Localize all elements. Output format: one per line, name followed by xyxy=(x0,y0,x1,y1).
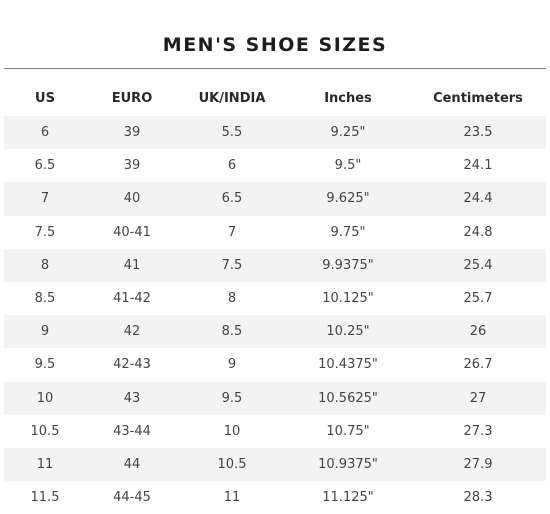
us-size-cell: 10.5 xyxy=(4,414,86,448)
inches-length-cell: 9.625" xyxy=(286,182,410,216)
table-row: 7 40 6.5 9.625" 24.4 xyxy=(4,182,546,216)
uk-india-size-cell: 10 xyxy=(178,414,286,448)
us-size-cell: 6.5 xyxy=(4,149,86,183)
euro-size-cell: 41-42 xyxy=(86,281,178,316)
table-row: 6.5 39 6 9.5" 24.1 xyxy=(4,149,546,183)
header-inches: Inches xyxy=(324,91,372,106)
inches-length-cell: 9.9375" xyxy=(286,248,410,282)
uk-india-size-cell: 8 xyxy=(178,281,286,316)
euro-size-cell: 42 xyxy=(86,315,178,349)
us-size-cell: 9.5 xyxy=(4,348,86,382)
table-row: 7.5 40-41 7 9.75" 24.8 xyxy=(4,215,546,249)
inches-length-cell: 10.5625" xyxy=(286,381,410,415)
uk-india-size-cell: 5.5 xyxy=(178,116,286,150)
centimeters-length-cell: 23.5 xyxy=(410,116,546,150)
centimeters-length-cell: 25.4 xyxy=(410,248,546,282)
inches-length-cell: 10.4375" xyxy=(286,348,410,382)
us-size-cell: 7.5 xyxy=(4,215,86,249)
inches-length-cell: 9.75" xyxy=(286,215,410,249)
uk-india-size-cell: 10.5 xyxy=(178,447,286,482)
centimeters-length-cell: 26.7 xyxy=(410,348,546,382)
header-centimeters: Centimeters xyxy=(433,91,523,106)
centimeters-length-cell: 24.8 xyxy=(410,215,546,249)
centimeters-length-cell: 27 xyxy=(410,381,546,415)
size-table: US EURO UK/INDIA Inches Centimeters 6 39 5… xyxy=(4,81,546,514)
centimeters-length-cell: 24.4 xyxy=(410,182,546,216)
euro-size-cell: 40-41 xyxy=(86,215,178,249)
uk-india-size-cell: 7.5 xyxy=(178,248,286,282)
inches-length-cell: 9.5" xyxy=(286,149,410,183)
uk-india-size-cell: 9.5 xyxy=(178,381,286,415)
table-row: 9 42 8.5 10.25" 26 xyxy=(4,315,546,349)
uk-india-size-cell: 11 xyxy=(178,481,286,514)
uk-india-size-cell: 9 xyxy=(178,348,286,382)
uk-india-size-cell: 8.5 xyxy=(178,315,286,349)
centimeters-length-cell: 27.9 xyxy=(410,447,546,482)
euro-size-cell: 44-45 xyxy=(86,481,178,514)
header-uk-india: UK/INDIA xyxy=(198,91,266,106)
us-size-cell: 8 xyxy=(4,248,86,282)
title-divider xyxy=(4,68,546,69)
header-us: US xyxy=(35,91,55,106)
uk-india-size-cell: 7 xyxy=(178,215,286,249)
inches-length-cell: 10.25" xyxy=(286,315,410,349)
us-size-cell: 7 xyxy=(4,182,86,216)
euro-size-cell: 41 xyxy=(86,248,178,282)
inches-length-cell: 11.125" xyxy=(286,481,410,514)
table-header: US EURO UK/INDIA Inches Centimeters xyxy=(4,81,546,116)
euro-size-cell: 39 xyxy=(86,149,178,183)
centimeters-length-cell: 27.3 xyxy=(410,414,546,448)
header-euro: EURO xyxy=(111,91,153,106)
inches-length-cell: 9.25" xyxy=(286,116,410,150)
inches-length-cell: 10.75" xyxy=(286,414,410,448)
centimeters-length-cell: 28.3 xyxy=(410,481,546,514)
centimeters-length-cell: 24.1 xyxy=(410,149,546,183)
inches-length-cell: 10.9375" xyxy=(286,447,410,482)
centimeters-length-cell: 25.7 xyxy=(410,281,546,316)
table-row: 8 41 7.5 9.9375" 25.4 xyxy=(4,248,546,282)
euro-size-cell: 40 xyxy=(86,182,178,216)
table-row: 6 39 5.5 9.25" 23.5 xyxy=(4,116,546,150)
table-row: 10.5 43-44 10 10.75" 27.3 xyxy=(4,414,546,448)
table-row: 9.5 42-43 9 10.4375" 26.7 xyxy=(4,348,546,382)
uk-india-size-cell: 6 xyxy=(178,149,286,183)
euro-size-cell: 39 xyxy=(86,116,178,150)
us-size-cell: 10 xyxy=(4,381,86,415)
euro-size-cell: 43 xyxy=(86,381,178,415)
uk-india-size-cell: 6.5 xyxy=(178,182,286,216)
page-title: MEN'S SHOE SIZES xyxy=(162,34,388,56)
us-size-cell: 8.5 xyxy=(4,281,86,316)
euro-size-cell: 43-44 xyxy=(86,414,178,448)
us-size-cell: 6 xyxy=(4,116,86,150)
table-row: 8.5 41-42 8 10.125" 25.7 xyxy=(4,281,546,316)
euro-size-cell: 42-43 xyxy=(86,348,178,382)
header-row: US EURO UK/INDIA Inches Centimeters xyxy=(4,81,546,116)
centimeters-length-cell: 26 xyxy=(410,315,546,349)
table-body: 6 39 5.5 9.25" 23.5 6.5 39 6 9.5" 24.1 7 40 6.5 9.625… xyxy=(4,116,546,514)
us-size-cell: 11.5 xyxy=(4,481,86,514)
table-row: 11 44 10.5 10.9375" 27.9 xyxy=(4,447,546,482)
table-row: 11.5 44-45 11 11.125" 28.3 xyxy=(4,481,546,514)
us-size-cell: 9 xyxy=(4,315,86,349)
euro-size-cell: 44 xyxy=(86,447,178,482)
us-size-cell: 11 xyxy=(4,447,86,482)
inches-length-cell: 10.125" xyxy=(286,281,410,316)
table-row: 10 43 9.5 10.5625" 27 xyxy=(4,381,546,415)
